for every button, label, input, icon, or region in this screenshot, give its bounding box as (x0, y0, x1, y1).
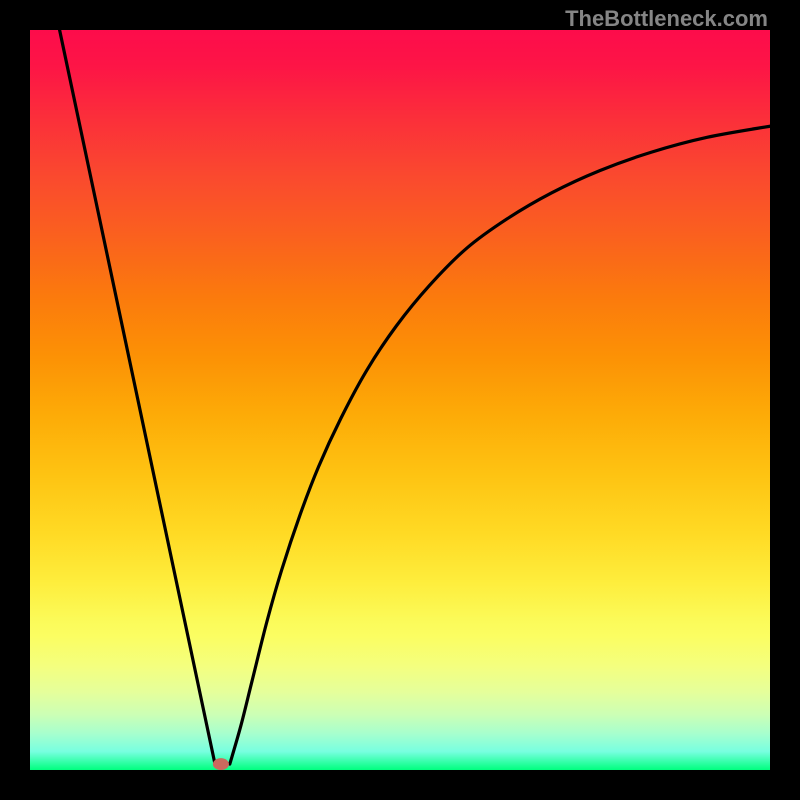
plot-area (30, 30, 770, 770)
chart-root: { "chart": { "type": "line", "canvas": {… (0, 0, 800, 800)
right-branch (230, 126, 770, 764)
left-branch (60, 30, 215, 764)
curve-layer (30, 30, 770, 770)
watermark-text: TheBottleneck.com (565, 6, 768, 32)
trough-marker (213, 758, 229, 770)
